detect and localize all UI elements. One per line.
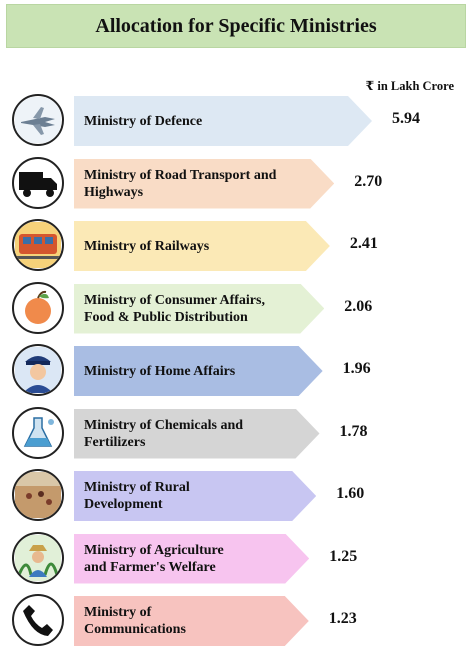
ministry-label: Ministry of Communications [84,605,186,637]
allocation-value: 1.60 [336,485,365,502]
ministry-label: Ministry of Consumer Affairs, Food & Publ… [84,292,265,325]
apple-icon [12,281,64,334]
allocation-value: 2.06 [344,297,373,315]
ministry-row: Ministry of Chemicals and Fertilizers 1.78 [0,405,474,463]
ministry-label: Ministry of Defence [84,113,203,129]
chart-title: Allocation for Specific Ministries [6,4,466,48]
ministry-row: Ministry of Consumer Affairs, Food & Publ… [0,280,474,338]
truck-icon [12,156,64,209]
fighter-jet-icon [12,94,64,146]
allocation-bar: Ministry of Road Transport and Highways [74,159,334,209]
farmer-icon [12,531,64,584]
allocation-value: 1.23 [328,610,357,627]
ministry-label: Ministry of Road Transport and Highways [84,167,277,200]
allocation-bar: Ministry of Home Affairs [74,346,323,396]
allocation-bar: Ministry of Communications [74,596,309,646]
ministry-label: Ministry of Home Affairs [84,363,236,379]
allocation-bar: Ministry of Rural Development [74,471,316,521]
allocation-bar: Ministry of Chemicals and Fertilizers [74,409,320,459]
allocation-value: 1.78 [339,422,368,440]
allocation-bar: Ministry of Consumer Affairs, Food & Publ… [74,284,324,334]
police-officer-icon [12,344,64,396]
allocation-value: 2.41 [349,235,378,252]
ministry-row: Ministry of Communications 1.23 [0,592,474,650]
allocation-value: 5.94 [392,110,420,127]
ministry-row: Ministry of Agriculture and Farmer's Welf… [0,530,474,588]
ministry-row: Ministry of Road Transport and Highways 2.… [0,155,474,213]
allocation-value: 2.70 [354,172,383,190]
allocation-bar: Ministry of Railways [74,221,330,271]
telephone-handset-icon [12,594,64,646]
allocation-bar: Ministry of Defence [74,96,372,146]
unit-label: ₹ in Lakh Crore [365,79,454,93]
ministry-row: Ministry of Rural Development 1.60 [0,467,474,525]
allocation-value: 1.25 [329,547,358,565]
chemistry-flask-icon [12,406,64,459]
ministry-label: Ministry of Rural Development [84,480,190,512]
ministry-row: Ministry of Railways 2.41 [0,217,474,275]
ministry-label: Ministry of Railways [84,238,210,254]
allocation-value: 1.96 [342,360,371,377]
ministry-row: Ministry of Defence 5.94 [0,92,474,150]
train-icon [12,219,64,271]
rural-village-icon [12,469,64,521]
ministry-row: Ministry of Home Affairs 1.96 [0,342,474,400]
ministry-label: Ministry of Agriculture and Farmer's Welf… [84,542,224,575]
ministry-label: Ministry of Chemicals and Fertilizers [84,417,244,450]
allocation-bar: Ministry of Agriculture and Farmer's Welf… [74,534,309,584]
